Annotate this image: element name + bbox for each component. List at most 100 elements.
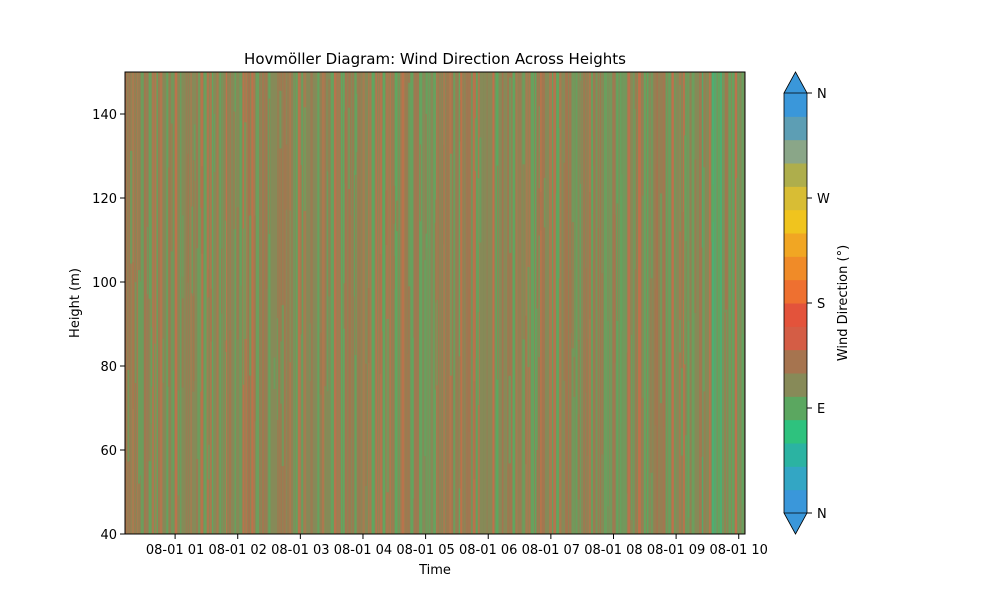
field-streak (654, 288, 657, 426)
field-streak (646, 72, 649, 534)
field-streak (597, 228, 599, 311)
field-streak (621, 174, 623, 331)
field-streak (538, 106, 540, 189)
field-streak (187, 153, 189, 283)
field-streak (232, 72, 234, 534)
field-streak (691, 72, 695, 534)
field-streak (180, 72, 182, 534)
field-streak (625, 72, 627, 534)
field-streak (680, 368, 684, 456)
field-streak (137, 72, 139, 534)
field-streak (307, 72, 311, 534)
field-streak (437, 72, 440, 534)
field-streak (469, 249, 471, 342)
field-streak (460, 72, 463, 534)
colorbar-extend-high (783, 71, 808, 94)
colorbar-level (784, 419, 807, 444)
field-streak (592, 72, 596, 534)
field-streak (157, 72, 160, 534)
field-streak (129, 150, 133, 264)
field-streak (549, 72, 552, 534)
field-streak (728, 72, 731, 534)
field-streak (171, 72, 175, 534)
field-streak (414, 72, 417, 534)
field-streak (504, 72, 507, 534)
field-streak (565, 72, 569, 534)
colorbar-level (784, 373, 807, 397)
field-streak (722, 72, 725, 534)
field-streak (416, 72, 420, 534)
field-streak (309, 323, 311, 381)
field-streak (156, 72, 158, 534)
field-streak (324, 72, 326, 534)
colorbar: N E S W N (783, 71, 830, 535)
x-tick-label: 08-01 07 (522, 543, 580, 558)
field-streak (196, 248, 199, 459)
field-streak (251, 72, 254, 534)
y-tick-label: 40 (100, 528, 117, 543)
field-streak (193, 124, 196, 181)
field-streak (595, 72, 597, 534)
field-streak (530, 72, 534, 534)
field-streak (371, 72, 375, 534)
field-streak (349, 215, 352, 439)
field-streak (281, 305, 284, 467)
field-streak (295, 72, 298, 534)
field-streak (613, 214, 616, 363)
field-streak (527, 267, 530, 368)
field-streak (638, 72, 641, 534)
field-streak (182, 215, 184, 299)
field-streak (343, 283, 346, 329)
field-streak (280, 72, 283, 534)
field-streak (213, 113, 216, 173)
field-streak (369, 72, 372, 534)
field-streak (601, 273, 604, 455)
field-streak (400, 72, 402, 534)
colorbar-level (784, 256, 807, 281)
field-streak (522, 164, 525, 340)
field-streak (676, 72, 678, 534)
field-streak (410, 72, 414, 534)
field-streak (711, 184, 714, 222)
chart-title: Hovmöller Diagram: Wind Direction Across… (244, 50, 626, 68)
field-streak (585, 268, 587, 393)
y-tick-label: 120 (92, 192, 117, 207)
field-streak (228, 393, 231, 534)
colorbar-level (784, 326, 807, 351)
field-streak (187, 72, 190, 534)
field-streak (162, 338, 164, 383)
wind-direction-field (125, 72, 745, 534)
field-streak (177, 390, 180, 496)
field-streak (642, 195, 644, 398)
field-streak (622, 72, 626, 534)
colorbar-tick-label: W (817, 192, 830, 207)
field-streak (443, 72, 446, 534)
field-streak (330, 72, 334, 534)
field-streak (321, 72, 325, 534)
x-tick-label: 08-01 03 (271, 543, 329, 558)
field-streak (222, 72, 226, 534)
field-streak (254, 215, 256, 422)
field-streak (208, 269, 210, 445)
field-streak (671, 72, 674, 534)
field-streak (167, 167, 170, 387)
field-streak (212, 72, 214, 534)
field-streak (430, 72, 434, 534)
field-streak (579, 164, 581, 328)
field-streak (303, 72, 307, 534)
field-streak (552, 72, 554, 534)
field-streak (442, 144, 445, 245)
field-streak (580, 80, 582, 184)
field-streak (525, 72, 528, 534)
colorbar-level (784, 349, 807, 374)
field-streak (501, 72, 504, 534)
field-streak (591, 72, 593, 534)
field-streak (193, 160, 195, 381)
colorbar-level (784, 163, 807, 187)
field-streak (393, 256, 395, 290)
field-streak (631, 334, 633, 521)
field-streak (126, 369, 130, 462)
field-streak (643, 72, 646, 534)
field-streak (200, 208, 202, 392)
